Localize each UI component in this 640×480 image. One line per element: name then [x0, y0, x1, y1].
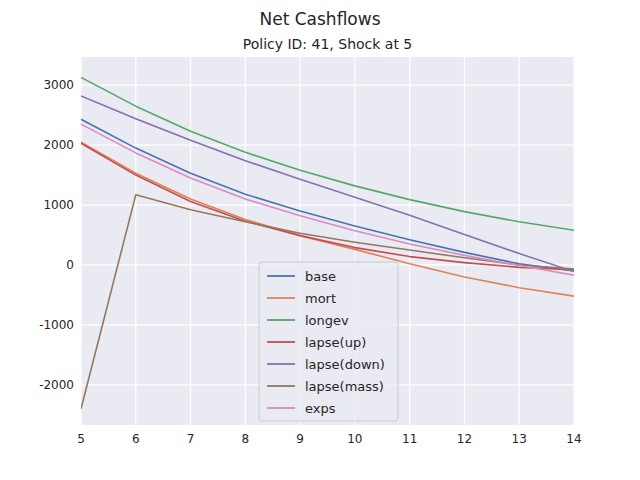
y-grid-line [81, 85, 574, 86]
series-line [81, 96, 574, 272]
y-grid-line [81, 145, 574, 146]
x-tick-label: 6 [132, 432, 140, 446]
y-tick-label: 0 [66, 258, 74, 272]
legend-label: lapse(down) [305, 357, 385, 372]
series-line [81, 124, 574, 275]
legend-label: mort [305, 291, 336, 306]
x-grid-line [190, 57, 191, 425]
y-tick-label: -2000 [39, 378, 74, 392]
x-tick-label: 9 [296, 432, 304, 446]
x-tick-label: 13 [512, 432, 527, 446]
x-grid-line [519, 57, 520, 425]
legend: base mort longev lapse(up) lapse(down) lapse(… [259, 262, 398, 421]
x-tick-label: 10 [347, 432, 362, 446]
legend-swatch [267, 275, 295, 277]
title: Net Cashflows [259, 9, 380, 29]
y-tick-label: 1000 [43, 198, 74, 212]
y-tick-label: 3000 [43, 78, 74, 92]
x-grid-line [464, 57, 465, 425]
legend-label: lapse(mass) [305, 379, 384, 394]
legend-swatch [267, 319, 295, 321]
plot-background [81, 57, 574, 425]
series-line [81, 119, 574, 271]
legend-swatch [267, 341, 295, 343]
series-group [81, 77, 574, 408]
x-tick-label: 11 [402, 432, 417, 446]
x-grid-line [573, 57, 574, 425]
legend-swatch [267, 407, 295, 409]
chart-container: Net Cashflows Policy ID: 41, Shock at 5 5 6… [0, 0, 640, 480]
x-tick-label: 7 [187, 432, 195, 446]
subtitle: Policy ID: 41, Shock at 5 [243, 36, 413, 52]
x-tick-label: 14 [566, 432, 581, 446]
legend-label: longev [305, 313, 349, 328]
legend-swatch [267, 297, 295, 299]
chart-svg: Net Cashflows Policy ID: 41, Shock at 5 5 6… [0, 0, 640, 480]
series-line [81, 142, 574, 296]
legend-label: lapse(up) [305, 335, 366, 350]
legend-label: exps [305, 401, 336, 416]
legend-swatch [267, 385, 295, 387]
y-tick-label: 2000 [43, 138, 74, 152]
legend-label: base [305, 269, 336, 284]
x-tick-label: 5 [77, 432, 85, 446]
y-tick-label: -1000 [39, 318, 74, 332]
x-tick-label: 12 [457, 432, 472, 446]
x-grid-line [135, 57, 136, 425]
figure-background [0, 0, 640, 480]
y-grid-line [81, 204, 574, 205]
x-tick-label: 8 [242, 432, 250, 446]
x-grid-line [80, 57, 81, 425]
series-line [81, 77, 574, 230]
x-grid-line [245, 57, 246, 425]
grid [81, 57, 574, 425]
legend-swatch [267, 363, 295, 365]
x-grid-line [409, 57, 410, 425]
legend-frame [259, 262, 398, 421]
